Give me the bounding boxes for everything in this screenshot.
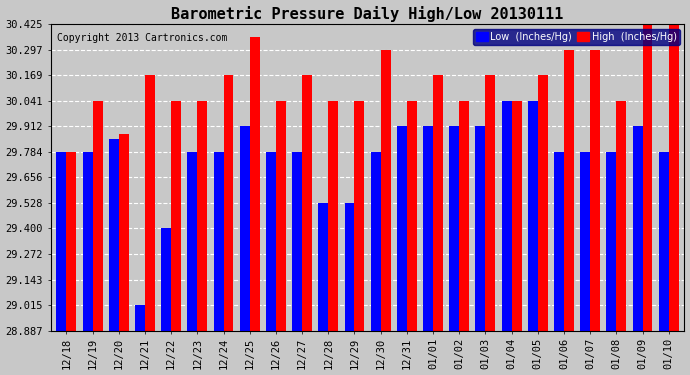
Bar <box>344 203 355 330</box>
Legend: Low  (Inches/Hg), High  (Inches/Hg): Low (Inches/Hg), High (Inches/Hg) <box>473 29 680 45</box>
Bar <box>266 152 276 330</box>
Bar <box>564 50 574 330</box>
Bar <box>83 152 92 330</box>
Bar <box>276 100 286 330</box>
Bar <box>538 75 548 330</box>
Bar <box>135 305 145 330</box>
Bar <box>250 37 259 330</box>
Bar <box>486 75 495 330</box>
Bar <box>397 126 407 330</box>
Bar <box>109 139 119 330</box>
Bar <box>528 100 538 330</box>
Bar <box>460 100 469 330</box>
Bar <box>616 100 627 330</box>
Title: Barometric Pressure Daily High/Low 20130111: Barometric Pressure Daily High/Low 20130… <box>171 6 564 21</box>
Bar <box>224 75 233 330</box>
Bar <box>433 75 443 330</box>
Bar <box>607 152 616 330</box>
Bar <box>66 152 77 330</box>
Bar <box>214 152 224 330</box>
Bar <box>590 50 600 330</box>
Bar <box>554 152 564 330</box>
Bar <box>475 126 486 330</box>
Bar <box>407 100 417 330</box>
Text: Copyright 2013 Cartronics.com: Copyright 2013 Cartronics.com <box>57 33 228 43</box>
Bar <box>659 152 669 330</box>
Bar <box>449 126 460 330</box>
Bar <box>57 152 66 330</box>
Bar <box>188 152 197 330</box>
Bar <box>302 75 312 330</box>
Bar <box>371 152 381 330</box>
Bar <box>633 126 642 330</box>
Bar <box>580 152 590 330</box>
Bar <box>119 134 129 330</box>
Bar <box>92 100 103 330</box>
Bar <box>642 24 653 330</box>
Bar <box>423 126 433 330</box>
Bar <box>145 75 155 330</box>
Bar <box>511 100 522 330</box>
Bar <box>328 100 338 330</box>
Bar <box>502 100 511 330</box>
Bar <box>161 228 171 330</box>
Bar <box>355 100 364 330</box>
Bar <box>381 50 391 330</box>
Bar <box>197 100 207 330</box>
Bar <box>318 203 328 330</box>
Bar <box>669 24 679 330</box>
Bar <box>239 126 250 330</box>
Bar <box>171 100 181 330</box>
Bar <box>292 152 302 330</box>
